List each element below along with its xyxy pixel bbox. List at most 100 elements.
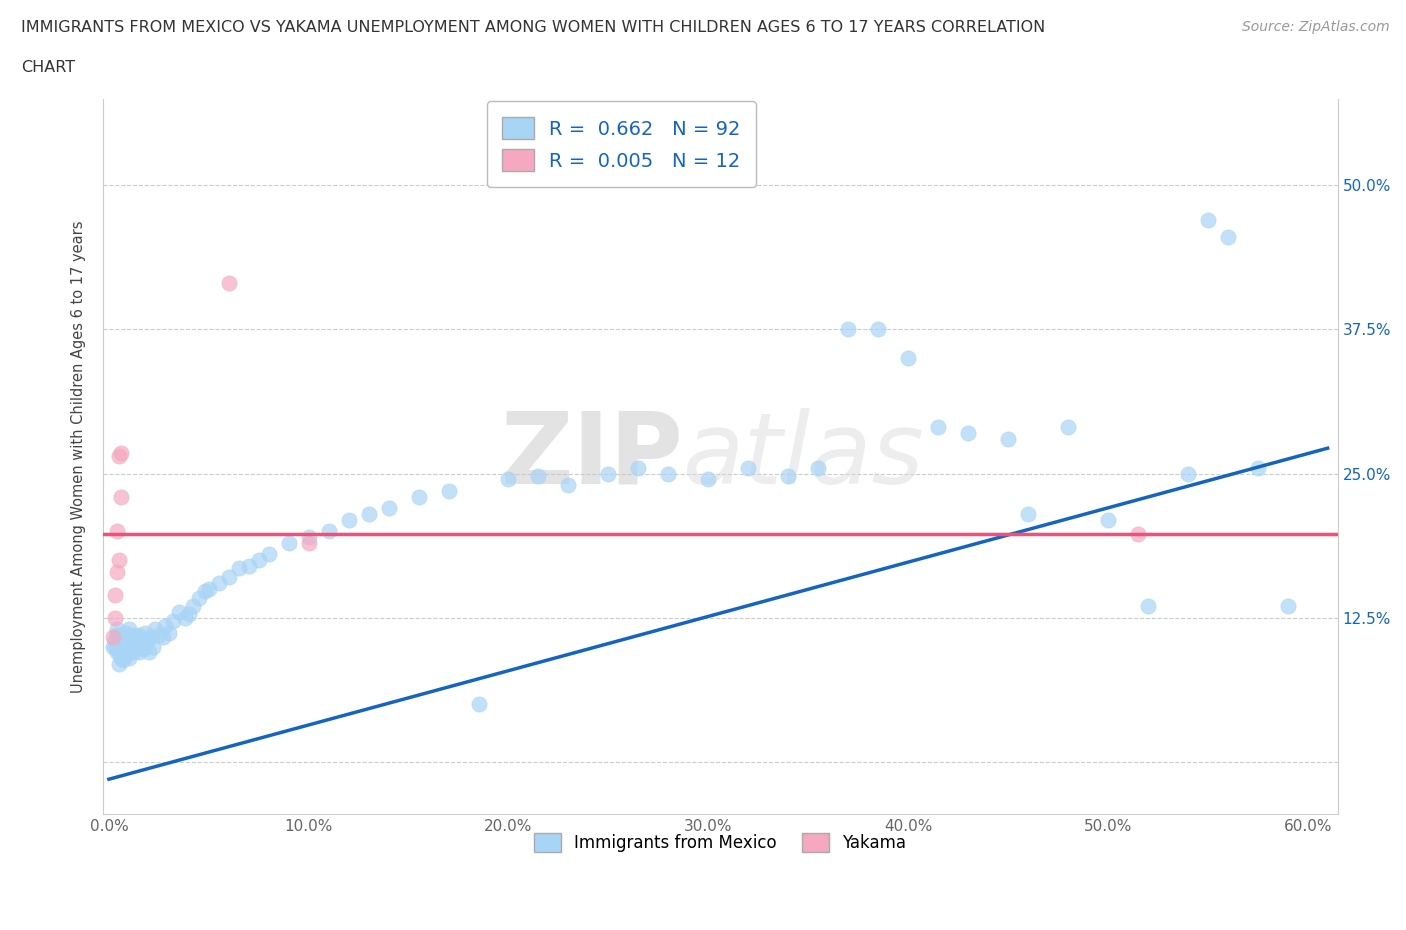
Point bbox=[101, 639, 124, 654]
Point bbox=[108, 639, 131, 654]
Point bbox=[1247, 460, 1270, 475]
Point bbox=[148, 628, 170, 643]
Point bbox=[1197, 212, 1219, 227]
Point bbox=[139, 630, 162, 644]
Point bbox=[128, 628, 150, 643]
Point bbox=[120, 642, 142, 657]
Point bbox=[187, 591, 209, 605]
Point bbox=[337, 512, 360, 527]
Point bbox=[1136, 599, 1159, 614]
Point bbox=[228, 561, 250, 576]
Point bbox=[697, 472, 720, 486]
Point bbox=[108, 657, 131, 671]
Point bbox=[132, 642, 155, 657]
Point bbox=[108, 628, 131, 643]
Point bbox=[737, 460, 759, 475]
Point bbox=[1277, 599, 1299, 614]
Point bbox=[1097, 512, 1119, 527]
Point bbox=[104, 639, 127, 654]
Point bbox=[157, 625, 180, 640]
Point bbox=[111, 642, 134, 657]
Point bbox=[167, 604, 190, 619]
Point bbox=[162, 614, 184, 629]
Point bbox=[498, 472, 520, 486]
Point bbox=[135, 633, 157, 648]
Point bbox=[298, 529, 321, 544]
Point bbox=[1216, 230, 1239, 245]
Point bbox=[527, 469, 550, 484]
Point bbox=[125, 630, 148, 644]
Point bbox=[134, 625, 156, 640]
Point bbox=[467, 697, 489, 711]
Point bbox=[277, 536, 299, 551]
Point bbox=[129, 639, 152, 654]
Point bbox=[118, 651, 141, 666]
Point bbox=[105, 628, 128, 643]
Point bbox=[120, 630, 142, 644]
Point bbox=[108, 449, 131, 464]
Point bbox=[101, 630, 124, 644]
Point bbox=[115, 644, 138, 659]
Point bbox=[218, 570, 240, 585]
Point bbox=[557, 478, 579, 493]
Point bbox=[104, 633, 127, 648]
Point bbox=[124, 639, 146, 654]
Point bbox=[111, 653, 134, 668]
Point bbox=[110, 489, 132, 504]
Point bbox=[173, 610, 195, 625]
Point bbox=[152, 630, 174, 644]
Point bbox=[1177, 466, 1199, 481]
Point bbox=[208, 576, 231, 591]
Point bbox=[118, 639, 141, 654]
Point bbox=[114, 639, 136, 654]
Point bbox=[1057, 420, 1080, 435]
Text: atlas: atlas bbox=[683, 407, 925, 505]
Point bbox=[105, 644, 128, 659]
Point bbox=[377, 500, 399, 515]
Point bbox=[104, 587, 127, 602]
Point bbox=[138, 644, 160, 659]
Point bbox=[837, 322, 859, 337]
Point bbox=[114, 625, 136, 640]
Point bbox=[111, 630, 134, 644]
Point bbox=[108, 644, 131, 659]
Point bbox=[177, 607, 200, 622]
Point bbox=[598, 466, 620, 481]
Point bbox=[128, 644, 150, 659]
Point bbox=[110, 651, 132, 666]
Point bbox=[108, 552, 131, 567]
Point bbox=[298, 536, 321, 551]
Point bbox=[627, 460, 650, 475]
Point bbox=[110, 644, 132, 659]
Point bbox=[1126, 526, 1149, 541]
Point bbox=[956, 426, 979, 441]
Point bbox=[115, 633, 138, 648]
Point bbox=[868, 322, 890, 337]
Point bbox=[114, 648, 136, 663]
Point bbox=[408, 489, 430, 504]
Legend: Immigrants from Mexico, Yakama: Immigrants from Mexico, Yakama bbox=[527, 827, 912, 859]
Point bbox=[122, 628, 145, 643]
Point bbox=[318, 524, 340, 538]
Point bbox=[194, 584, 217, 599]
Point bbox=[807, 460, 830, 475]
Point bbox=[153, 618, 176, 633]
Point bbox=[257, 547, 280, 562]
Point bbox=[357, 507, 380, 522]
Point bbox=[198, 581, 221, 596]
Point bbox=[181, 599, 204, 614]
Point bbox=[997, 432, 1019, 446]
Point bbox=[143, 622, 166, 637]
Point bbox=[657, 466, 679, 481]
Point bbox=[105, 565, 128, 579]
Point bbox=[105, 524, 128, 538]
Point bbox=[142, 639, 165, 654]
Text: CHART: CHART bbox=[21, 60, 75, 75]
Text: Source: ZipAtlas.com: Source: ZipAtlas.com bbox=[1241, 20, 1389, 34]
Text: ZIP: ZIP bbox=[501, 407, 683, 505]
Point bbox=[238, 558, 260, 573]
Point bbox=[118, 622, 141, 637]
Text: IMMIGRANTS FROM MEXICO VS YAKAMA UNEMPLOYMENT AMONG WOMEN WITH CHILDREN AGES 6 T: IMMIGRANTS FROM MEXICO VS YAKAMA UNEMPLO… bbox=[21, 20, 1045, 35]
Point bbox=[247, 552, 270, 567]
Point bbox=[110, 445, 132, 460]
